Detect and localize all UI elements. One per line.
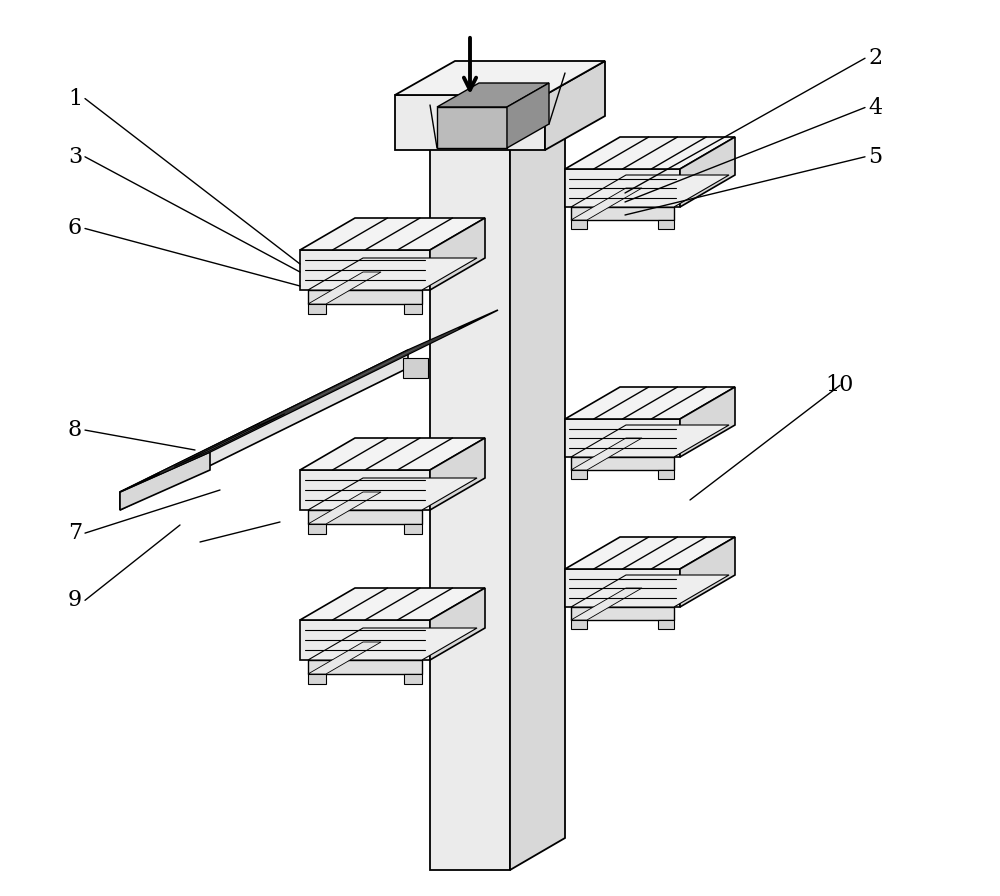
Polygon shape bbox=[571, 470, 587, 479]
Polygon shape bbox=[403, 358, 428, 378]
Polygon shape bbox=[260, 329, 458, 424]
Polygon shape bbox=[680, 137, 735, 207]
Polygon shape bbox=[571, 425, 729, 457]
Polygon shape bbox=[395, 61, 605, 95]
Text: 2: 2 bbox=[868, 47, 882, 69]
Polygon shape bbox=[565, 387, 735, 419]
Polygon shape bbox=[565, 569, 680, 607]
Polygon shape bbox=[308, 674, 326, 684]
Text: 8: 8 bbox=[68, 419, 82, 441]
Polygon shape bbox=[571, 188, 642, 220]
Polygon shape bbox=[308, 304, 326, 314]
Text: 10: 10 bbox=[826, 375, 854, 396]
Polygon shape bbox=[571, 175, 729, 207]
Polygon shape bbox=[120, 310, 498, 492]
Polygon shape bbox=[308, 510, 422, 524]
Polygon shape bbox=[430, 68, 565, 100]
Polygon shape bbox=[430, 218, 485, 290]
Polygon shape bbox=[430, 438, 485, 510]
Polygon shape bbox=[571, 607, 674, 620]
Polygon shape bbox=[308, 524, 326, 534]
Polygon shape bbox=[658, 470, 674, 479]
Text: 6: 6 bbox=[68, 218, 82, 239]
Polygon shape bbox=[571, 620, 587, 629]
Polygon shape bbox=[300, 438, 485, 470]
Polygon shape bbox=[565, 169, 680, 207]
Polygon shape bbox=[680, 537, 735, 607]
Polygon shape bbox=[571, 588, 642, 620]
Polygon shape bbox=[308, 660, 422, 674]
Text: 1: 1 bbox=[68, 88, 82, 109]
Text: 5: 5 bbox=[868, 146, 882, 168]
Polygon shape bbox=[160, 407, 299, 473]
Text: 9: 9 bbox=[68, 590, 82, 611]
Polygon shape bbox=[680, 387, 735, 457]
Polygon shape bbox=[174, 414, 285, 467]
Polygon shape bbox=[571, 457, 674, 470]
Polygon shape bbox=[437, 107, 507, 148]
Polygon shape bbox=[658, 220, 674, 229]
Polygon shape bbox=[308, 258, 477, 290]
Polygon shape bbox=[510, 68, 565, 870]
Polygon shape bbox=[571, 207, 674, 220]
Polygon shape bbox=[565, 137, 735, 169]
Polygon shape bbox=[571, 575, 729, 607]
Polygon shape bbox=[300, 218, 485, 250]
Polygon shape bbox=[308, 642, 381, 674]
Polygon shape bbox=[300, 588, 485, 620]
Polygon shape bbox=[404, 674, 422, 684]
Polygon shape bbox=[300, 620, 430, 660]
Polygon shape bbox=[308, 290, 422, 304]
Polygon shape bbox=[565, 537, 735, 569]
Polygon shape bbox=[437, 83, 549, 107]
Polygon shape bbox=[404, 304, 422, 314]
Polygon shape bbox=[300, 470, 430, 510]
Polygon shape bbox=[308, 272, 381, 304]
Polygon shape bbox=[658, 620, 674, 629]
Polygon shape bbox=[120, 350, 408, 510]
Polygon shape bbox=[300, 250, 430, 290]
Polygon shape bbox=[120, 452, 210, 510]
Polygon shape bbox=[308, 492, 381, 524]
Text: 7: 7 bbox=[68, 522, 82, 544]
Polygon shape bbox=[565, 419, 680, 457]
Polygon shape bbox=[571, 438, 642, 470]
Polygon shape bbox=[395, 95, 545, 150]
Polygon shape bbox=[545, 61, 605, 150]
Polygon shape bbox=[430, 588, 485, 660]
Polygon shape bbox=[308, 478, 477, 510]
Polygon shape bbox=[571, 220, 587, 229]
Text: 4: 4 bbox=[868, 97, 882, 118]
Polygon shape bbox=[507, 83, 549, 148]
Polygon shape bbox=[430, 100, 510, 870]
Text: 3: 3 bbox=[68, 146, 82, 168]
Polygon shape bbox=[308, 628, 477, 660]
Polygon shape bbox=[404, 524, 422, 534]
